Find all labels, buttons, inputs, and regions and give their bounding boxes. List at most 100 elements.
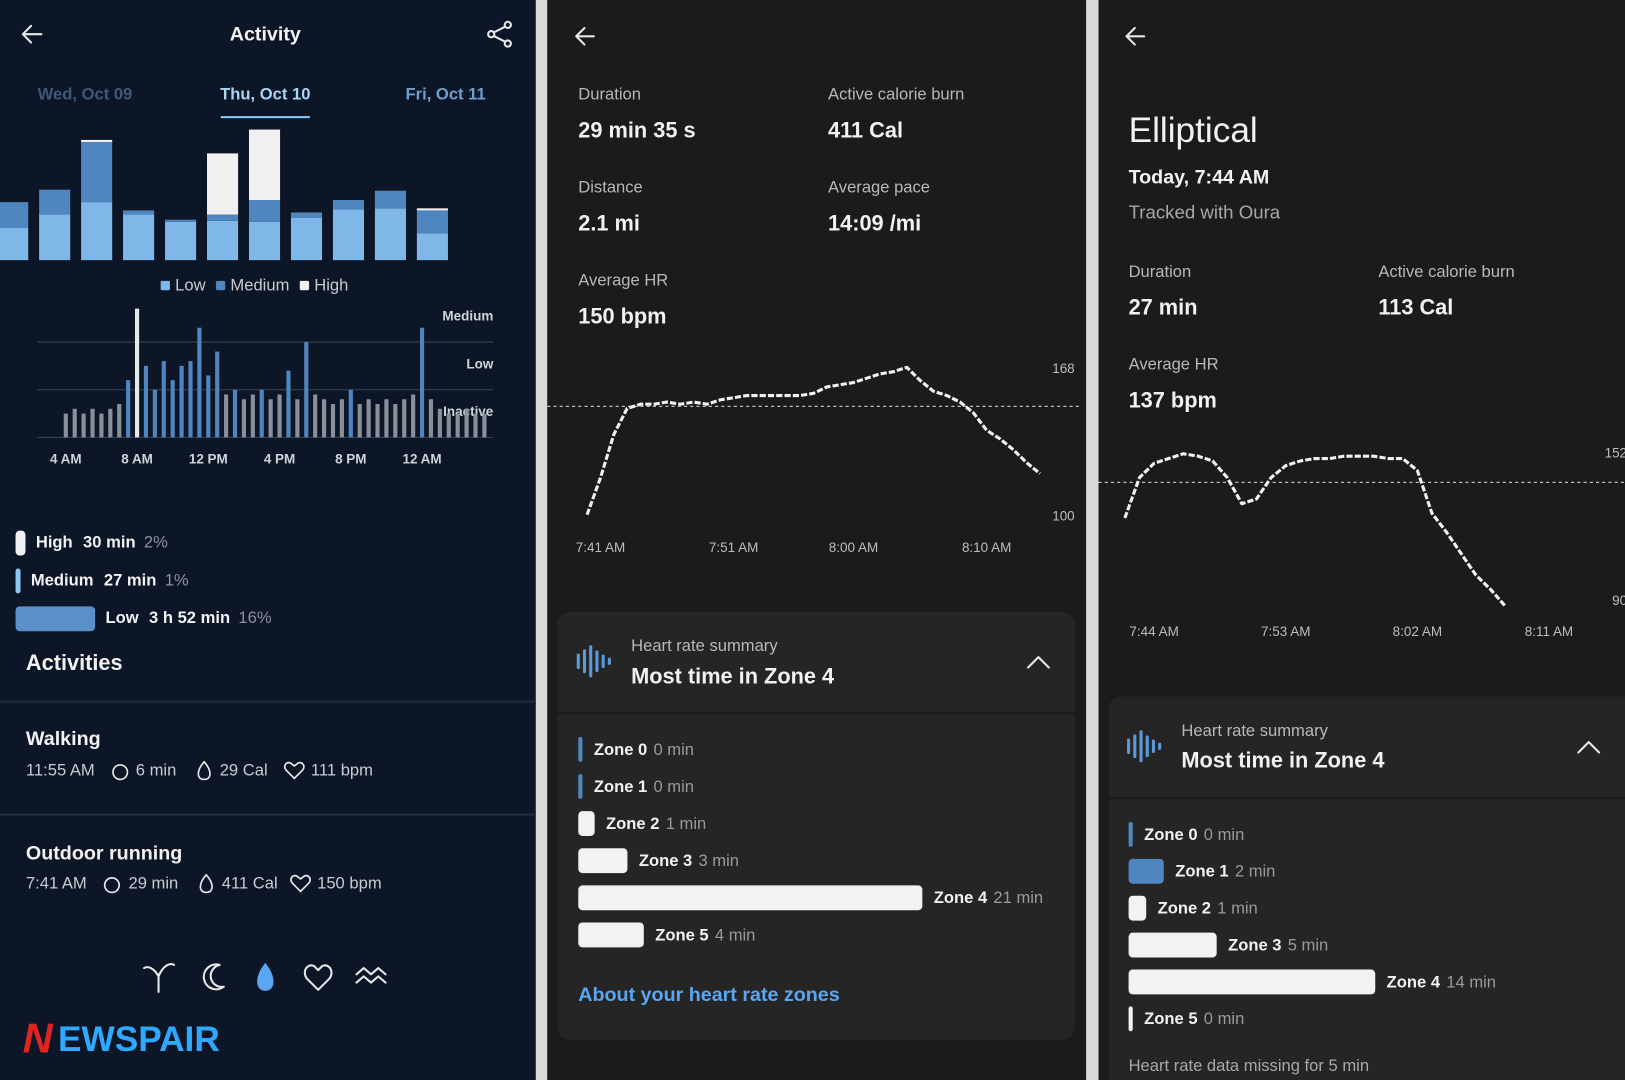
- zone-value: 0 min: [1204, 1009, 1245, 1028]
- zone-label: Zone 4: [1387, 972, 1441, 991]
- bar-segment: [248, 221, 281, 261]
- stat-value: 150 bpm: [578, 303, 666, 328]
- zone-value: 4 min: [715, 925, 756, 944]
- workout-title: Elliptical: [1129, 111, 1258, 150]
- zone-value: 14 min: [1446, 972, 1496, 991]
- activity-bar: [437, 408, 442, 438]
- x-tick-label: 8:10 AM: [962, 540, 1011, 555]
- heart-icon: [290, 874, 311, 893]
- legend-label: Medium: [230, 275, 289, 294]
- activity-bar: [143, 365, 149, 438]
- activity-bar: [313, 394, 318, 438]
- bar-segment: [207, 220, 239, 261]
- collapse-button[interactable]: [1577, 741, 1601, 754]
- workout-stats: Duration 27 min Active calorie burn 113 Cal…: [1129, 262, 1515, 412]
- stat-value: 2.1 mi: [578, 210, 640, 235]
- bar-segment: [332, 200, 365, 210]
- legend-swatch: [160, 280, 170, 291]
- x-tick-label: 7:53 AM: [1261, 624, 1310, 639]
- activity-duration: 29 min: [129, 873, 179, 892]
- stat-value: 27 min: [1129, 295, 1198, 320]
- x-tick-label: 12 AM: [402, 452, 441, 467]
- activity-bar: [357, 404, 362, 438]
- date-tab[interactable]: Wed, Oct 09: [38, 85, 133, 104]
- bar-segment: [248, 200, 281, 222]
- stat-value: 14:09 /mi: [828, 210, 921, 235]
- activity-bar: [277, 394, 282, 438]
- hr-summary-icon: [576, 645, 611, 678]
- zone-value: 0 min: [653, 740, 694, 759]
- activity-bar: [268, 399, 273, 438]
- zone-label: Zone 3: [639, 851, 692, 870]
- hr-line: [1123, 452, 1507, 607]
- heart-rate-chart: 152 90 7:44 AM 7:53 AM 8:02 AM 8:11 AM: [1098, 445, 1625, 639]
- activity-bar: [72, 408, 77, 438]
- hr-line: [585, 365, 1041, 516]
- share-button[interactable]: [487, 20, 512, 48]
- x-tick-label: 12 PM: [189, 452, 228, 467]
- bar-segment: [39, 189, 71, 215]
- zone-bar: [1128, 932, 1217, 958]
- bar-segment: [248, 129, 281, 201]
- nav-resilience[interactable]: [355, 967, 387, 984]
- activity-bar: [348, 389, 353, 438]
- activity-bar: [304, 342, 309, 438]
- hr-summary-icon: [1127, 730, 1162, 763]
- nav-activity[interactable]: [257, 962, 274, 991]
- zone-bar: [1128, 1006, 1133, 1032]
- date-tab-selected[interactable]: Thu, Oct 10: [220, 85, 310, 104]
- x-tick-label: 8 AM: [121, 452, 153, 467]
- bar-segment: [290, 212, 323, 218]
- activity-duration: 6 min: [136, 761, 177, 780]
- share-node: [487, 30, 496, 39]
- activity-bar: [473, 413, 478, 438]
- breakdown-percent: 1%: [165, 570, 189, 589]
- breakdown-bar: [15, 606, 96, 632]
- stat-value: 29 min 35 s: [578, 117, 695, 142]
- workout-stats: Duration 29 min 35 s Active calorie burn 41…: [578, 85, 964, 329]
- zone-label: Zone 0: [1144, 825, 1197, 844]
- nav-home[interactable]: [143, 963, 176, 993]
- y-tick-label: 168: [1052, 361, 1074, 376]
- bar-segment: [0, 228, 29, 261]
- zone-label: Zone 1: [594, 777, 647, 796]
- activity-bar: [63, 413, 68, 438]
- nav-heart[interactable]: [303, 964, 333, 991]
- breakdown-name: Low: [106, 608, 139, 627]
- activity-bar: [232, 389, 238, 438]
- share-node: [503, 39, 512, 48]
- activity-calories: 29 Cal: [220, 761, 268, 780]
- activity-bar: [108, 408, 113, 438]
- zone-bar: [578, 848, 628, 874]
- breakdown-percent: 2%: [144, 532, 168, 551]
- zone-value: 0 min: [653, 777, 694, 796]
- date-tab[interactable]: Fri, Oct 11: [406, 85, 486, 104]
- legend-swatch: [215, 280, 226, 291]
- hr-summary-label: Heart rate summary: [1181, 721, 1328, 740]
- bar-segment: [81, 139, 113, 142]
- activity-row[interactable]: Outdoor running 7:41 AM 29 min 411 Cal 1…: [26, 842, 382, 894]
- activity-bar: [455, 413, 460, 438]
- zone-value: 1 min: [666, 814, 707, 833]
- y-tick-label: 100: [1052, 508, 1074, 523]
- activity-row[interactable]: Walking 11:55 AM 6 min 29 Cal 111 bpm: [26, 728, 373, 781]
- back-button[interactable]: [575, 26, 595, 46]
- x-tick-label: 4 PM: [264, 452, 295, 467]
- zone-label: Zone 5: [655, 925, 708, 944]
- zone-label: Zone 4: [934, 888, 988, 907]
- y-tick-label: 90: [1612, 593, 1625, 608]
- bar-segment: [0, 202, 29, 229]
- back-button[interactable]: [1125, 26, 1146, 46]
- flame-icon: [197, 760, 211, 781]
- collapse-button[interactable]: [1027, 656, 1050, 669]
- stat-value: 137 bpm: [1129, 387, 1217, 412]
- back-button[interactable]: [21, 24, 43, 44]
- zones-link[interactable]: About your heart rate zones: [578, 984, 839, 1006]
- activity-bar: [366, 399, 371, 438]
- x-tick-label: 4 AM: [50, 452, 82, 467]
- nav-sleep[interactable]: [202, 963, 225, 991]
- bar-segment: [165, 219, 197, 222]
- workout-source: Tracked with Oura: [1129, 201, 1281, 222]
- zone-bar: [578, 774, 583, 799]
